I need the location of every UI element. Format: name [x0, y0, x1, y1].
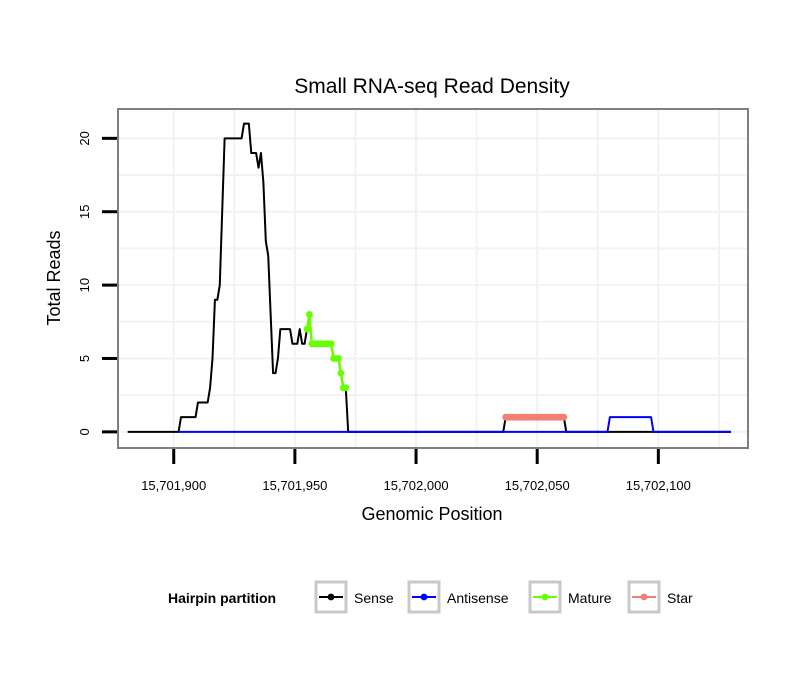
- data-point-star: [560, 413, 568, 421]
- y-tick-label: 0: [77, 428, 92, 435]
- y-tick-label: 5: [77, 355, 92, 362]
- legend-title: Hairpin partition: [168, 590, 276, 606]
- legend-key-marker: [541, 593, 549, 601]
- series-line-mature: [305, 313, 346, 390]
- series-line-sense: [127, 122, 732, 433]
- legend-item-antisense: Antisense: [407, 580, 509, 614]
- x-tick-label: 15,701,900: [141, 478, 206, 493]
- x-tick-label: 15,701,950: [262, 478, 327, 493]
- x-axis-title: Genomic Position: [361, 504, 502, 524]
- grid: [118, 109, 748, 448]
- data-point-mature: [342, 384, 350, 392]
- legend-label: Star: [667, 590, 693, 606]
- series-line-antisense: [178, 416, 732, 433]
- y-tick-label: 15: [77, 204, 92, 218]
- legend-label: Mature: [568, 590, 612, 606]
- legend: Hairpin partition Sense Antisense Mature St…: [168, 580, 693, 614]
- y-axis-title: Total Reads: [44, 230, 64, 325]
- y-tick-label: 20: [77, 131, 92, 145]
- legend-item-sense: Sense: [314, 580, 394, 614]
- data-point-mature: [335, 355, 342, 362]
- legend-key-marker: [640, 593, 648, 601]
- legend-key-marker: [420, 593, 428, 601]
- data-point-mature: [306, 311, 313, 318]
- y-axis: 0 5 10 15 20: [77, 131, 117, 435]
- x-axis: 15,701,900 15,701,950 15,702,000 15,702,050…: [141, 449, 691, 493]
- legend-label: Antisense: [447, 590, 509, 606]
- plot-panel-border: [117, 108, 749, 449]
- data-point-mature: [303, 325, 311, 333]
- chart-title: Small RNA-seq Read Density: [294, 75, 570, 98]
- legend-item-mature: Mature: [528, 580, 612, 614]
- legend-item-star: Star: [627, 580, 693, 614]
- legend-key-marker: [327, 593, 335, 601]
- x-tick-label: 15,702,000: [383, 478, 448, 493]
- legend-label: Sense: [354, 590, 394, 606]
- data-point-mature: [337, 369, 345, 377]
- x-tick-label: 15,702,100: [626, 478, 691, 493]
- series-layer: [127, 122, 732, 433]
- y-tick-label: 10: [77, 278, 92, 292]
- data-point-mature: [327, 340, 335, 348]
- x-tick-label: 15,702,050: [505, 478, 570, 493]
